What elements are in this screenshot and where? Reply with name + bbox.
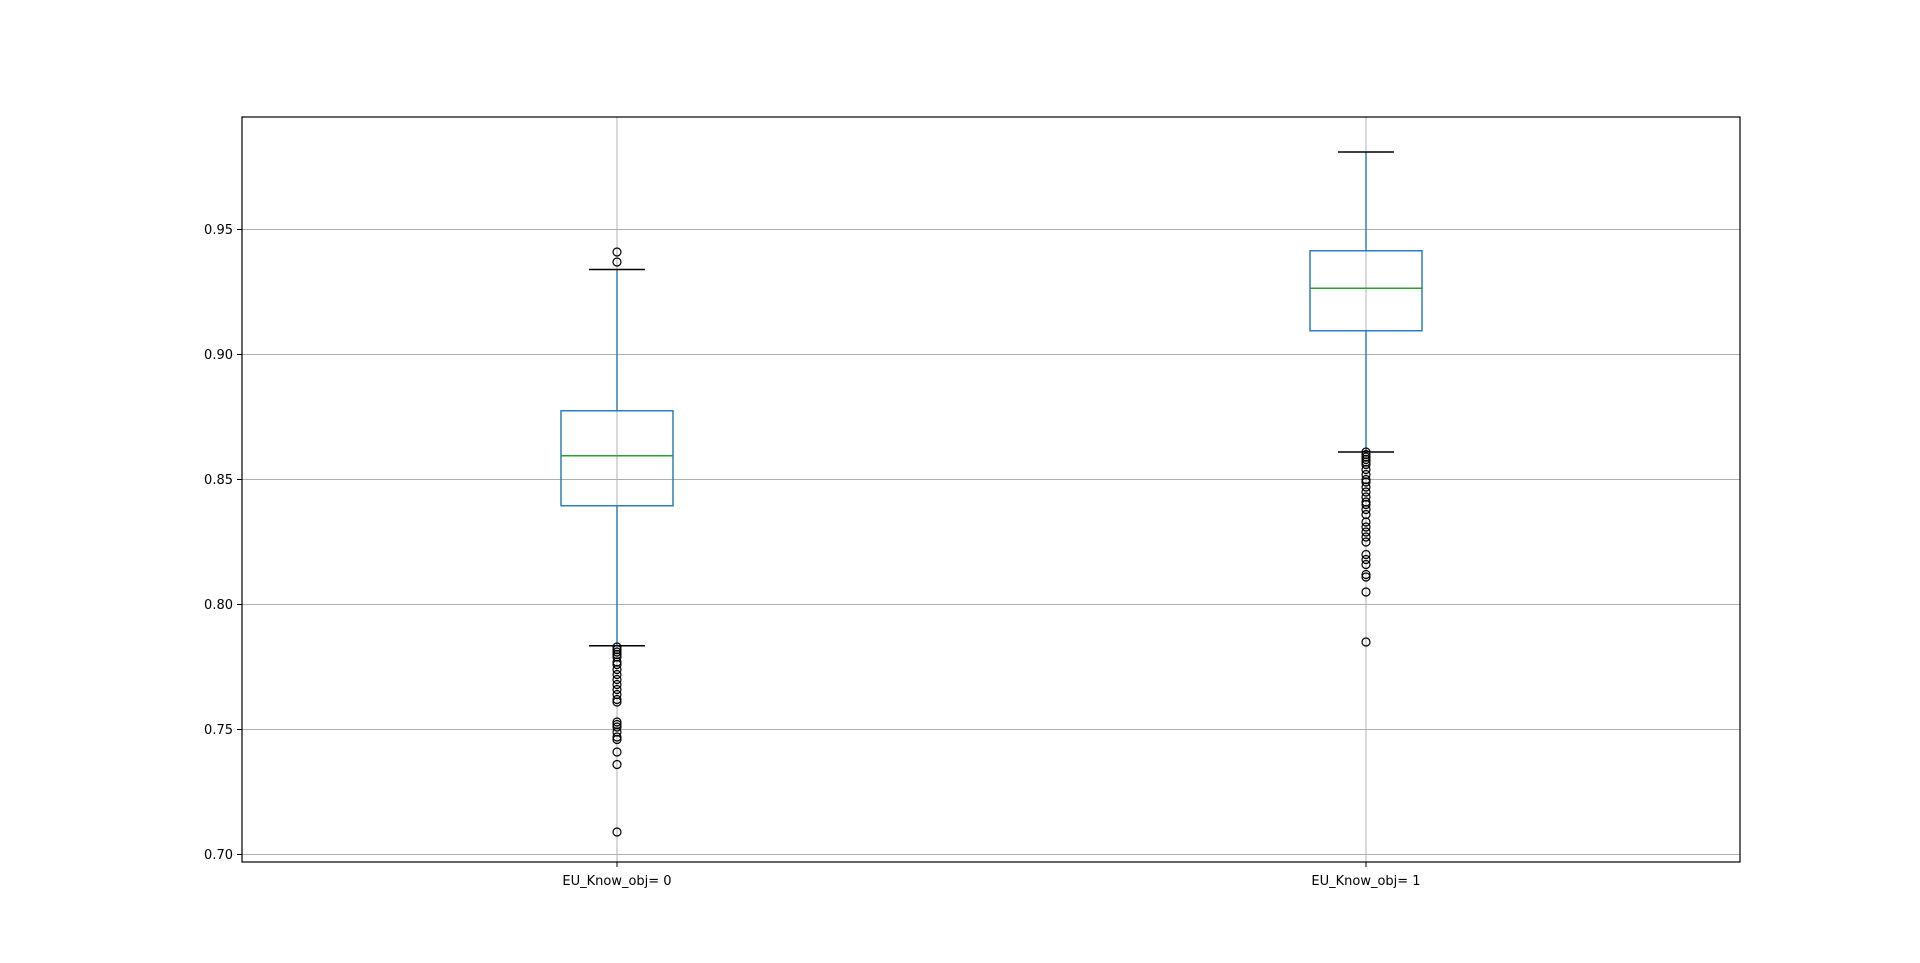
y-tick-label: 0.85 (204, 473, 233, 488)
outlier-point (1361, 537, 1371, 547)
grid-layer (242, 117, 1740, 862)
outlier-point (1361, 637, 1371, 647)
outlier-point (612, 642, 622, 652)
outlier-point (1361, 474, 1371, 485)
outlier-point (612, 719, 622, 730)
outlier-point (612, 827, 622, 837)
outlier-point (612, 759, 622, 770)
outlier-point (612, 647, 622, 657)
outlier-point (612, 747, 622, 757)
outlier-point (1361, 447, 1371, 457)
outlier-point (612, 257, 622, 267)
y-tick-label: 0.90 (204, 348, 233, 363)
outlier-point (612, 669, 622, 680)
outlier-point (1361, 509, 1371, 520)
outlier-point (612, 717, 622, 727)
outlier-point (1361, 554, 1371, 565)
box-layer (560, 151, 1423, 837)
outlier-point (1361, 469, 1371, 480)
outlier-point (1361, 497, 1371, 507)
outlier-point (1361, 532, 1371, 542)
plot-frame (241, 116, 1741, 863)
outlier-point (612, 722, 622, 732)
outlier-point (1361, 492, 1371, 502)
outlier-point (612, 679, 622, 690)
outlier-point (612, 694, 622, 705)
outlier-point (1361, 449, 1371, 460)
outlier-point (1361, 569, 1371, 580)
outlier-point (612, 689, 622, 700)
y-tick-label: 0.75 (204, 723, 233, 738)
outlier-point (612, 247, 622, 257)
y-tick-label: 0.70 (204, 848, 233, 863)
outlier-point (1361, 522, 1371, 532)
outlier-point (1361, 549, 1371, 560)
iqr-box (560, 410, 674, 507)
iqr-box (1309, 250, 1423, 332)
outlier-point (1361, 559, 1371, 570)
x-category-label: EU_Know_obj= 0 (562, 874, 671, 889)
outlier-point (1361, 452, 1371, 462)
axis-layer: 0.70 0.75 0.80 0.85 0.90 0.95 EU_Know_obj= 0 EU… (204, 223, 1421, 889)
outlier-point (1361, 487, 1371, 497)
outlier-point (612, 732, 622, 742)
y-tick-label: 0.95 (204, 223, 233, 238)
outlier-point (1361, 572, 1371, 582)
outlier-point (612, 644, 622, 655)
outlier-point (1361, 587, 1371, 597)
outlier-point (612, 684, 622, 695)
outlier-point (612, 674, 622, 685)
y-tick-label: 0.80 (204, 598, 233, 613)
outlier-point (1361, 527, 1371, 537)
x-category-label: EU_Know_obj= 1 (1311, 874, 1420, 889)
